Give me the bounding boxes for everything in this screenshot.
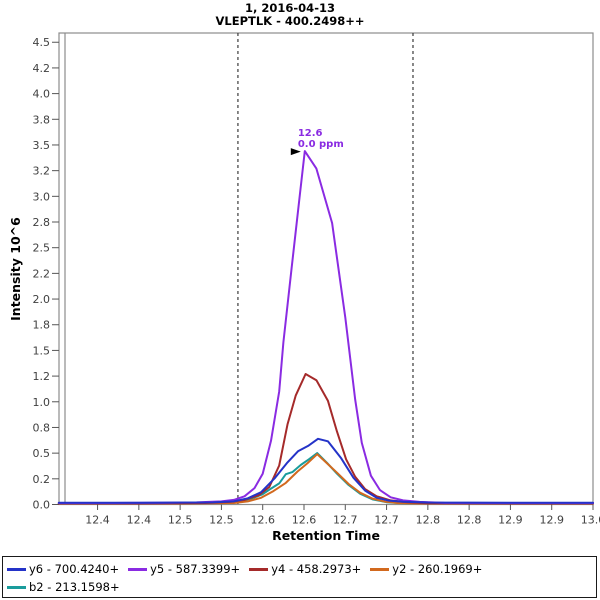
x-tick-label: 12.7 — [333, 514, 358, 527]
y-tick-label: 0.8 — [33, 421, 51, 434]
x-tick-label: 12.5 — [168, 514, 193, 527]
chart-title-line2: VLEPTLK - 400.2498++ — [215, 14, 365, 28]
x-tick-label: 12.9 — [539, 514, 564, 527]
y-tick-label: 4.2 — [33, 62, 51, 75]
plot-area[interactable]: 0.0 0.2 0.5 0.8 1.0 1.2 1.5 1.8 2.0 2.2 2.5 2.8 3.0 3… — [0, 0, 600, 556]
legend-swatch-y4 — [249, 567, 269, 571]
chromatogram-curve-y4 — [57, 373, 594, 505]
y-tick-label: 4.0 — [33, 88, 51, 101]
y-tick-label: 2.8 — [33, 216, 51, 229]
x-tick-label: 12.9 — [498, 514, 523, 527]
legend-swatch-y6 — [7, 567, 26, 571]
legend-item-y2: y2 - 260.1969+ — [370, 562, 482, 576]
y-tick-label: 0.2 — [33, 473, 51, 486]
chromatogram-curve-y6 — [57, 437, 594, 504]
x-tick-label: 12.4 — [85, 514, 110, 527]
chart-title-line1: 1, 2016-04-13 — [245, 1, 335, 15]
chromatogram-curve-y5 — [57, 150, 594, 504]
x-axis-title: Retention Time — [272, 528, 380, 543]
y-tick-label: 3.2 — [33, 165, 51, 178]
plot-border — [58, 32, 594, 506]
y-tick-label: 3.5 — [33, 139, 51, 152]
peak-ppm-annotation: 0.0 ppm — [298, 139, 344, 150]
x-tick-label: 12.6 — [292, 514, 317, 527]
legend-item-y5: y5 - 587.3399+ — [128, 562, 240, 576]
legend-swatch-y2 — [370, 567, 390, 571]
legend-swatch-y5 — [128, 567, 148, 571]
legend-item-label: b2 - 213.1598+ — [29, 580, 120, 594]
y-tick-label: 2.0 — [33, 293, 51, 306]
legend-item-label: y6 - 700.4240+ — [29, 562, 120, 576]
y-tick-label: 0.5 — [33, 447, 51, 460]
chart-title: 1, 2016-04-13 VLEPTLK - 400.2498++ — [0, 2, 580, 28]
y-tick-label: 1.2 — [33, 370, 51, 383]
x-tick-label: 12.7 — [374, 514, 399, 527]
y-tick-label: 3.8 — [33, 113, 51, 126]
y-tick-label: 1.8 — [33, 319, 51, 332]
legend-row: y6 - 700.4240+ y5 - 587.3399+ y4 - 458.297… — [7, 560, 592, 578]
legend-row: b2 - 213.1598+ — [7, 578, 592, 596]
x-tick-label: 12.5 — [209, 514, 234, 527]
y-axis-title: Intensity 10^6 — [8, 217, 23, 321]
y-tick-label: 2.2 — [33, 267, 51, 280]
x-tick-label: 13.0 — [581, 514, 600, 527]
chromatogram-curve-y2 — [57, 453, 594, 505]
y-tick-label: 0.0 — [33, 499, 51, 512]
legend-item-y4: y4 - 458.2973+ — [249, 562, 361, 576]
x-tick-label: 12.8 — [416, 514, 441, 527]
legend-item-label: y2 - 260.1969+ — [392, 562, 483, 576]
legend-swatch-b2 — [7, 585, 26, 589]
y-tick-label: 1.0 — [33, 396, 51, 409]
legend-item-label: y4 - 458.2973+ — [271, 562, 362, 576]
peak-pointer-icon — [290, 148, 301, 156]
chromatogram-curve-b2 — [57, 452, 594, 505]
legend-item-b2: b2 - 213.1598+ — [7, 580, 120, 594]
x-tick-label: 12.6 — [250, 514, 275, 527]
legend-item-y6: y6 - 700.4240+ — [7, 562, 119, 576]
legend-item-label: y5 - 587.3399+ — [150, 562, 241, 576]
y-tick-label: 2.5 — [33, 242, 51, 255]
peak-rt-annotation: 12.6 — [298, 128, 323, 139]
x-tick-label: 12.4 — [127, 514, 152, 527]
y-tick-label: 4.5 — [33, 36, 51, 49]
legend: y6 - 700.4240+ y5 - 587.3399+ y4 - 458.297… — [2, 556, 597, 598]
y-tick-label: 1.5 — [33, 344, 51, 357]
y-tick-label: 3.0 — [33, 190, 51, 203]
x-tick-label: 12.8 — [457, 514, 482, 527]
